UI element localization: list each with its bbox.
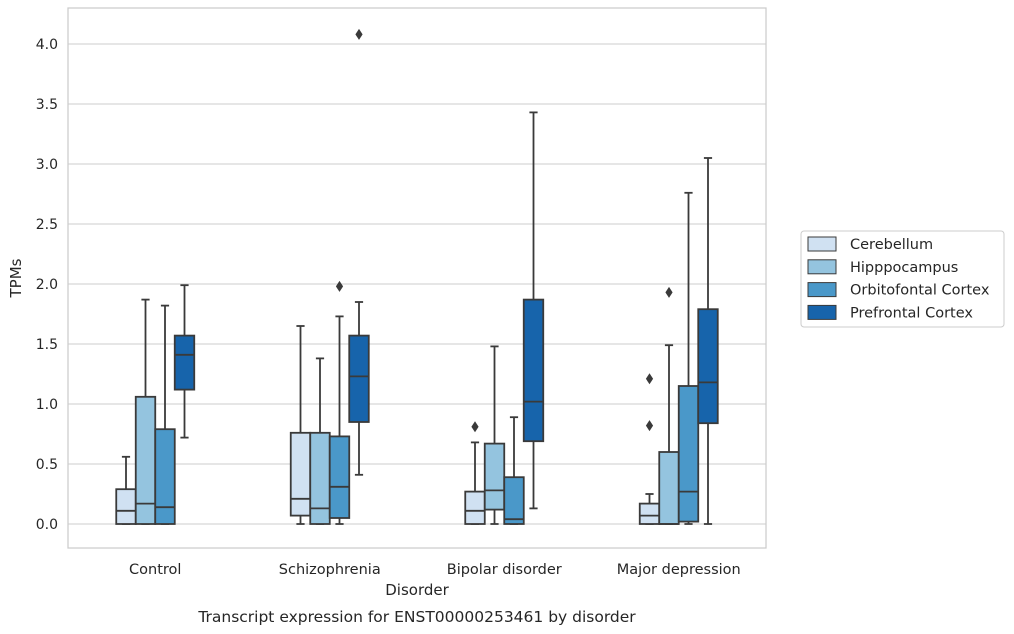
box-iqr bbox=[677, 385, 700, 523]
box-layer bbox=[115, 28, 719, 525]
box-iqr bbox=[348, 334, 370, 423]
legend-swatch bbox=[807, 304, 837, 320]
plot-area-frame bbox=[67, 7, 767, 549]
y-axis-label: TPMs bbox=[7, 258, 25, 298]
legend-swatch bbox=[807, 236, 837, 252]
outlier-point bbox=[645, 373, 654, 385]
box-iqr bbox=[115, 488, 137, 525]
box-iqr bbox=[134, 395, 157, 525]
box-group bbox=[697, 157, 719, 525]
box-group bbox=[464, 421, 486, 525]
x-axis-ticks: Control Schizophrenia Bipolar disorder Majo… bbox=[129, 562, 741, 578]
box-iqr bbox=[483, 442, 506, 511]
box-group bbox=[658, 286, 680, 525]
box-group bbox=[522, 111, 545, 510]
box-iqr bbox=[173, 334, 196, 391]
legend-swatch bbox=[807, 282, 837, 298]
box-group bbox=[328, 280, 351, 525]
legend-frame bbox=[800, 230, 1005, 328]
box-group bbox=[483, 345, 506, 525]
box-group bbox=[309, 357, 331, 525]
outlier-point bbox=[665, 286, 673, 298]
box-group bbox=[348, 28, 370, 476]
box-iqr bbox=[309, 431, 331, 525]
box-iqr bbox=[658, 451, 680, 525]
y-tick-label: 1.0 bbox=[36, 397, 58, 413]
x-tick-label: Bipolar disorder bbox=[447, 562, 562, 578]
y-tick-label: 1.5 bbox=[36, 337, 58, 353]
y-axis-ticks: 0.0 0.5 1.0 1.5 2.0 2.5 3.0 3.5 4.0 bbox=[36, 37, 58, 533]
y-tick-label: 0.0 bbox=[36, 517, 58, 533]
box-group bbox=[289, 325, 312, 525]
box-iqr bbox=[503, 476, 525, 525]
box-iqr bbox=[289, 431, 312, 517]
box-iqr bbox=[697, 308, 719, 425]
y-tick-label: 2.0 bbox=[36, 277, 58, 293]
y-tick-label: 3.5 bbox=[36, 97, 58, 113]
legend-label: Prefrontal Cortex bbox=[850, 305, 973, 321]
box-iqr bbox=[464, 490, 486, 525]
box-iqr bbox=[522, 298, 545, 443]
legend: Cerebellum Hipppocampus Orbitofontal Corte… bbox=[800, 230, 1005, 328]
legend-label: Orbitofontal Cortex bbox=[850, 283, 990, 299]
y-tick-label: 0.5 bbox=[36, 457, 58, 473]
box-group bbox=[503, 416, 525, 525]
box-iqr bbox=[638, 502, 661, 525]
outlier-point bbox=[471, 421, 479, 433]
box-group bbox=[677, 191, 700, 525]
y-tick-label: 4.0 bbox=[36, 37, 58, 53]
box-iqr bbox=[328, 435, 351, 519]
outlier-point bbox=[355, 28, 363, 40]
y-tick-label: 3.0 bbox=[36, 157, 58, 173]
box-group bbox=[638, 373, 661, 525]
outlier-point bbox=[645, 420, 654, 432]
x-tick-label: Schizophrenia bbox=[279, 562, 381, 578]
x-axis-label: Disorder bbox=[385, 581, 449, 599]
box-group bbox=[173, 284, 196, 439]
legend-label: Hipppocampus bbox=[850, 260, 958, 276]
x-tick-label: Control bbox=[129, 562, 181, 578]
legend-swatch bbox=[807, 259, 837, 275]
x-tick-label: Major depression bbox=[617, 562, 741, 578]
box-group bbox=[154, 304, 176, 525]
y-tick-label: 2.5 bbox=[36, 217, 58, 233]
chart-title: Transcript expression for ENST0000025346… bbox=[197, 608, 636, 626]
box-iqr bbox=[154, 428, 176, 525]
outlier-point bbox=[335, 280, 344, 292]
legend-label: Cerebellum bbox=[850, 237, 933, 253]
box-group bbox=[115, 455, 137, 525]
box-group bbox=[134, 298, 157, 525]
